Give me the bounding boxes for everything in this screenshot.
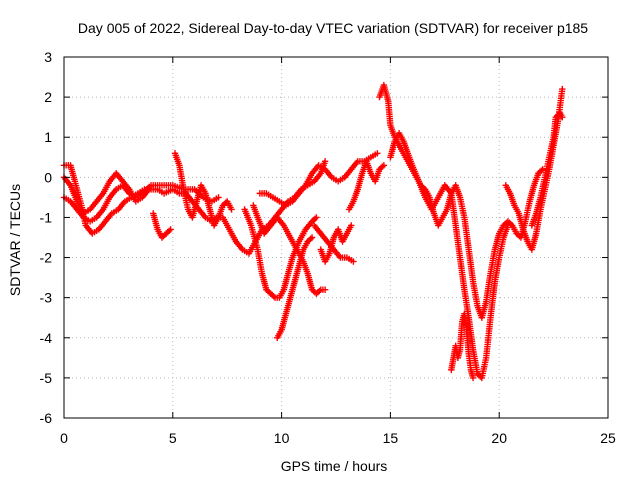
x-tick-label: 25	[600, 430, 616, 446]
data-point-marker	[374, 150, 381, 157]
data-point-marker	[559, 85, 566, 93]
data-points	[60, 81, 566, 382]
y-tick-label: -5	[40, 370, 53, 386]
data-point-marker	[348, 222, 355, 229]
data-point-marker	[539, 166, 546, 173]
x-tick-label: 20	[491, 430, 507, 446]
y-tick-label: 0	[44, 169, 52, 185]
y-tick-label: -2	[40, 250, 53, 266]
x-axis-label: GPS time / hours	[281, 458, 388, 474]
data-point-marker	[308, 234, 316, 241]
data-point-marker	[145, 186, 153, 193]
data-point-marker	[469, 374, 477, 382]
y-axis-label: SDTVAR / TECUs	[7, 184, 23, 296]
x-tick-label: 0	[60, 430, 68, 446]
y-tick-label: 3	[44, 49, 52, 65]
data-point-marker	[215, 194, 222, 201]
x-tick-label: 5	[169, 430, 177, 446]
y-tick-label: -4	[40, 330, 53, 346]
axis-ticks: 0 5 10 15 20 25 -6 -5 -4 -3 -2 -1 0 1 2 3	[40, 49, 616, 446]
data-point-marker	[313, 214, 320, 221]
data-point-marker	[380, 162, 388, 169]
data-point-marker	[559, 113, 566, 121]
y-tick-label: 1	[44, 129, 52, 145]
data-point-marker	[228, 206, 235, 213]
x-tick-label: 10	[274, 430, 290, 446]
chart-title: Day 005 of 2022, Sidereal Day-to-day VTE…	[78, 20, 588, 36]
plot-frame	[63, 56, 609, 419]
x-tick-label: 15	[383, 430, 399, 446]
data-point-marker	[167, 226, 174, 233]
y-tick-label: 2	[44, 89, 52, 105]
data-point-marker	[321, 286, 329, 293]
data-point-marker	[350, 258, 357, 265]
y-tick-label: -1	[40, 209, 53, 225]
data-point-marker	[321, 158, 329, 165]
data-point-marker	[504, 222, 512, 229]
y-tick-label: -6	[40, 410, 53, 426]
y-tick-label: -3	[40, 290, 53, 306]
